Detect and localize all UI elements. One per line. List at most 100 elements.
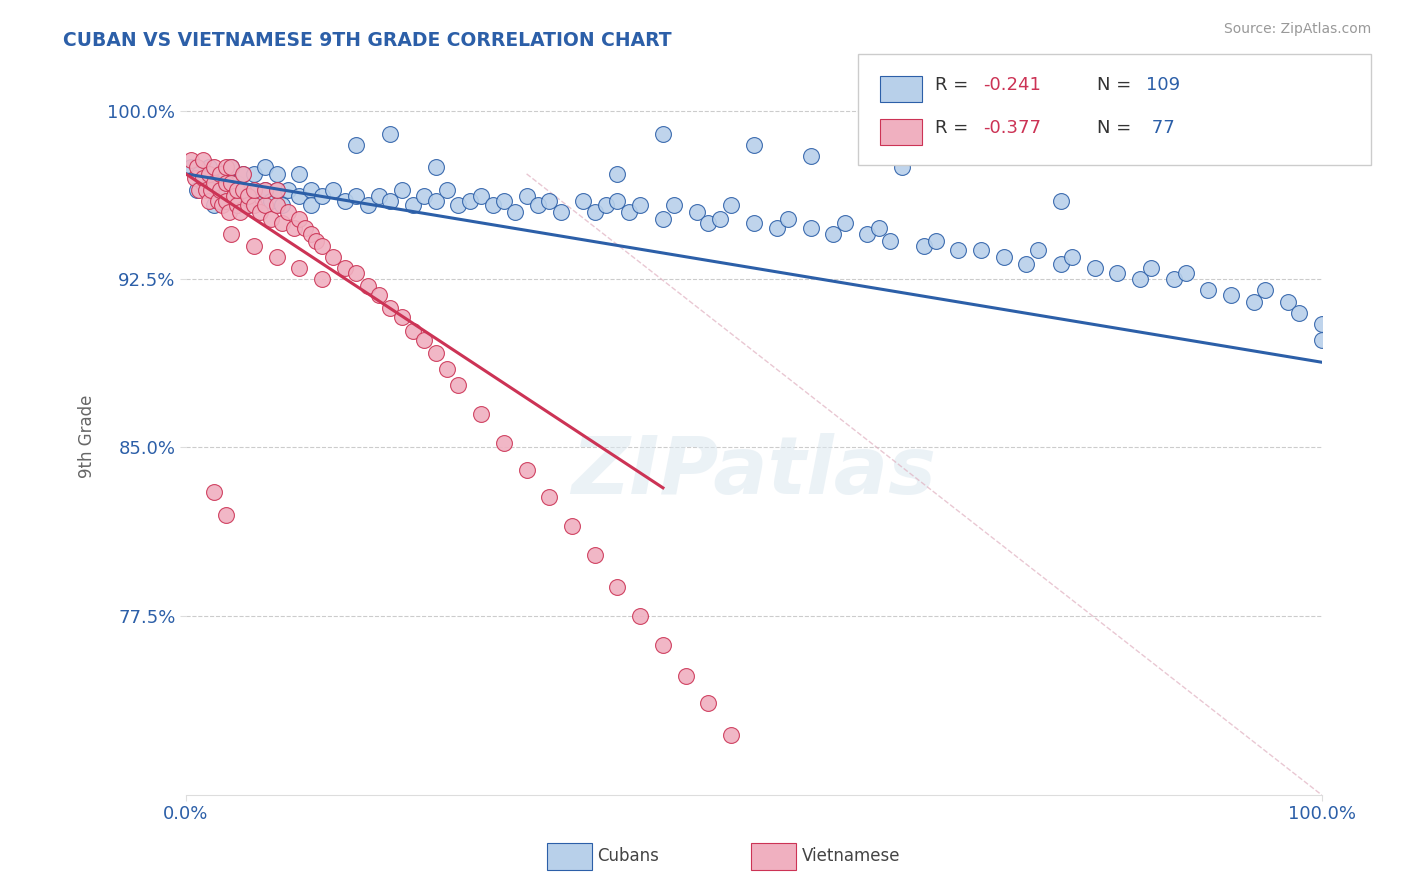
Point	[219, 227, 242, 242]
Point	[652, 211, 675, 226]
Point	[1220, 288, 1243, 302]
Point	[219, 160, 242, 174]
Point	[617, 205, 640, 219]
Point	[243, 183, 266, 197]
Text: Vietnamese: Vietnamese	[801, 847, 900, 865]
Point	[516, 463, 538, 477]
Point	[1310, 317, 1333, 331]
Point	[260, 211, 283, 226]
Point	[197, 160, 219, 174]
Point	[538, 194, 561, 208]
Point	[912, 238, 935, 252]
Text: R =: R =	[935, 76, 974, 94]
Point	[197, 194, 219, 208]
Point	[742, 216, 765, 230]
Point	[277, 183, 299, 197]
Point	[249, 205, 271, 219]
Point	[402, 198, 425, 212]
Point	[186, 183, 208, 197]
Point	[1163, 272, 1185, 286]
Point	[254, 183, 277, 197]
Point	[1174, 266, 1197, 280]
Point	[288, 261, 311, 276]
Point	[380, 301, 402, 316]
Point	[447, 198, 470, 212]
Point	[538, 490, 561, 504]
Point	[208, 167, 231, 181]
Point	[188, 183, 211, 197]
Point	[188, 167, 211, 181]
Text: Source: ZipAtlas.com: Source: ZipAtlas.com	[1223, 22, 1371, 37]
Point	[202, 198, 225, 212]
Point	[686, 205, 709, 219]
Point	[186, 160, 208, 174]
Point	[516, 189, 538, 203]
Point	[299, 198, 322, 212]
Point	[527, 198, 550, 212]
Point	[924, 234, 946, 248]
Point	[1277, 294, 1299, 309]
Point	[628, 198, 651, 212]
Point	[294, 220, 316, 235]
Point	[1026, 243, 1049, 257]
Point	[214, 167, 236, 181]
Point	[243, 198, 266, 212]
Point	[1129, 272, 1152, 286]
Point	[720, 727, 742, 741]
Point	[697, 216, 720, 230]
Point	[180, 160, 202, 174]
Point	[380, 127, 402, 141]
Point	[868, 220, 890, 235]
Point	[271, 216, 294, 230]
Point	[503, 205, 526, 219]
Point	[283, 220, 305, 235]
Point	[413, 333, 436, 347]
Point	[970, 243, 993, 257]
Point	[583, 205, 606, 219]
Point	[266, 167, 288, 181]
Point	[266, 250, 288, 264]
Point	[238, 198, 260, 212]
Point	[299, 183, 322, 197]
Point	[425, 194, 447, 208]
Point	[368, 288, 391, 302]
Point	[254, 198, 277, 212]
Point	[1243, 294, 1265, 309]
Point	[219, 176, 242, 190]
Point	[765, 220, 787, 235]
Text: R =: R =	[935, 119, 974, 136]
Point	[344, 137, 367, 152]
Point	[238, 189, 260, 203]
Point	[197, 183, 219, 197]
Point	[200, 183, 222, 197]
Point	[664, 198, 686, 212]
Point	[208, 189, 231, 203]
Point	[277, 205, 299, 219]
Point	[260, 194, 283, 208]
Point	[226, 183, 249, 197]
Point	[492, 436, 515, 450]
Text: -0.377: -0.377	[983, 119, 1040, 136]
Point	[368, 189, 391, 203]
Point	[311, 238, 333, 252]
Point	[436, 183, 458, 197]
Point	[720, 198, 742, 212]
Point	[232, 183, 254, 197]
Point	[1049, 194, 1071, 208]
Point	[232, 167, 254, 181]
Point	[305, 234, 328, 248]
Point	[232, 183, 254, 197]
Point	[742, 137, 765, 152]
Point	[1197, 284, 1219, 298]
Point	[266, 183, 288, 197]
Point	[425, 160, 447, 174]
Point	[202, 485, 225, 500]
Point	[288, 189, 311, 203]
Point	[191, 171, 214, 186]
Point	[800, 220, 823, 235]
Point	[184, 171, 207, 186]
Text: 109: 109	[1146, 76, 1180, 94]
Point	[219, 189, 242, 203]
Point	[628, 608, 651, 623]
Point	[214, 176, 236, 190]
